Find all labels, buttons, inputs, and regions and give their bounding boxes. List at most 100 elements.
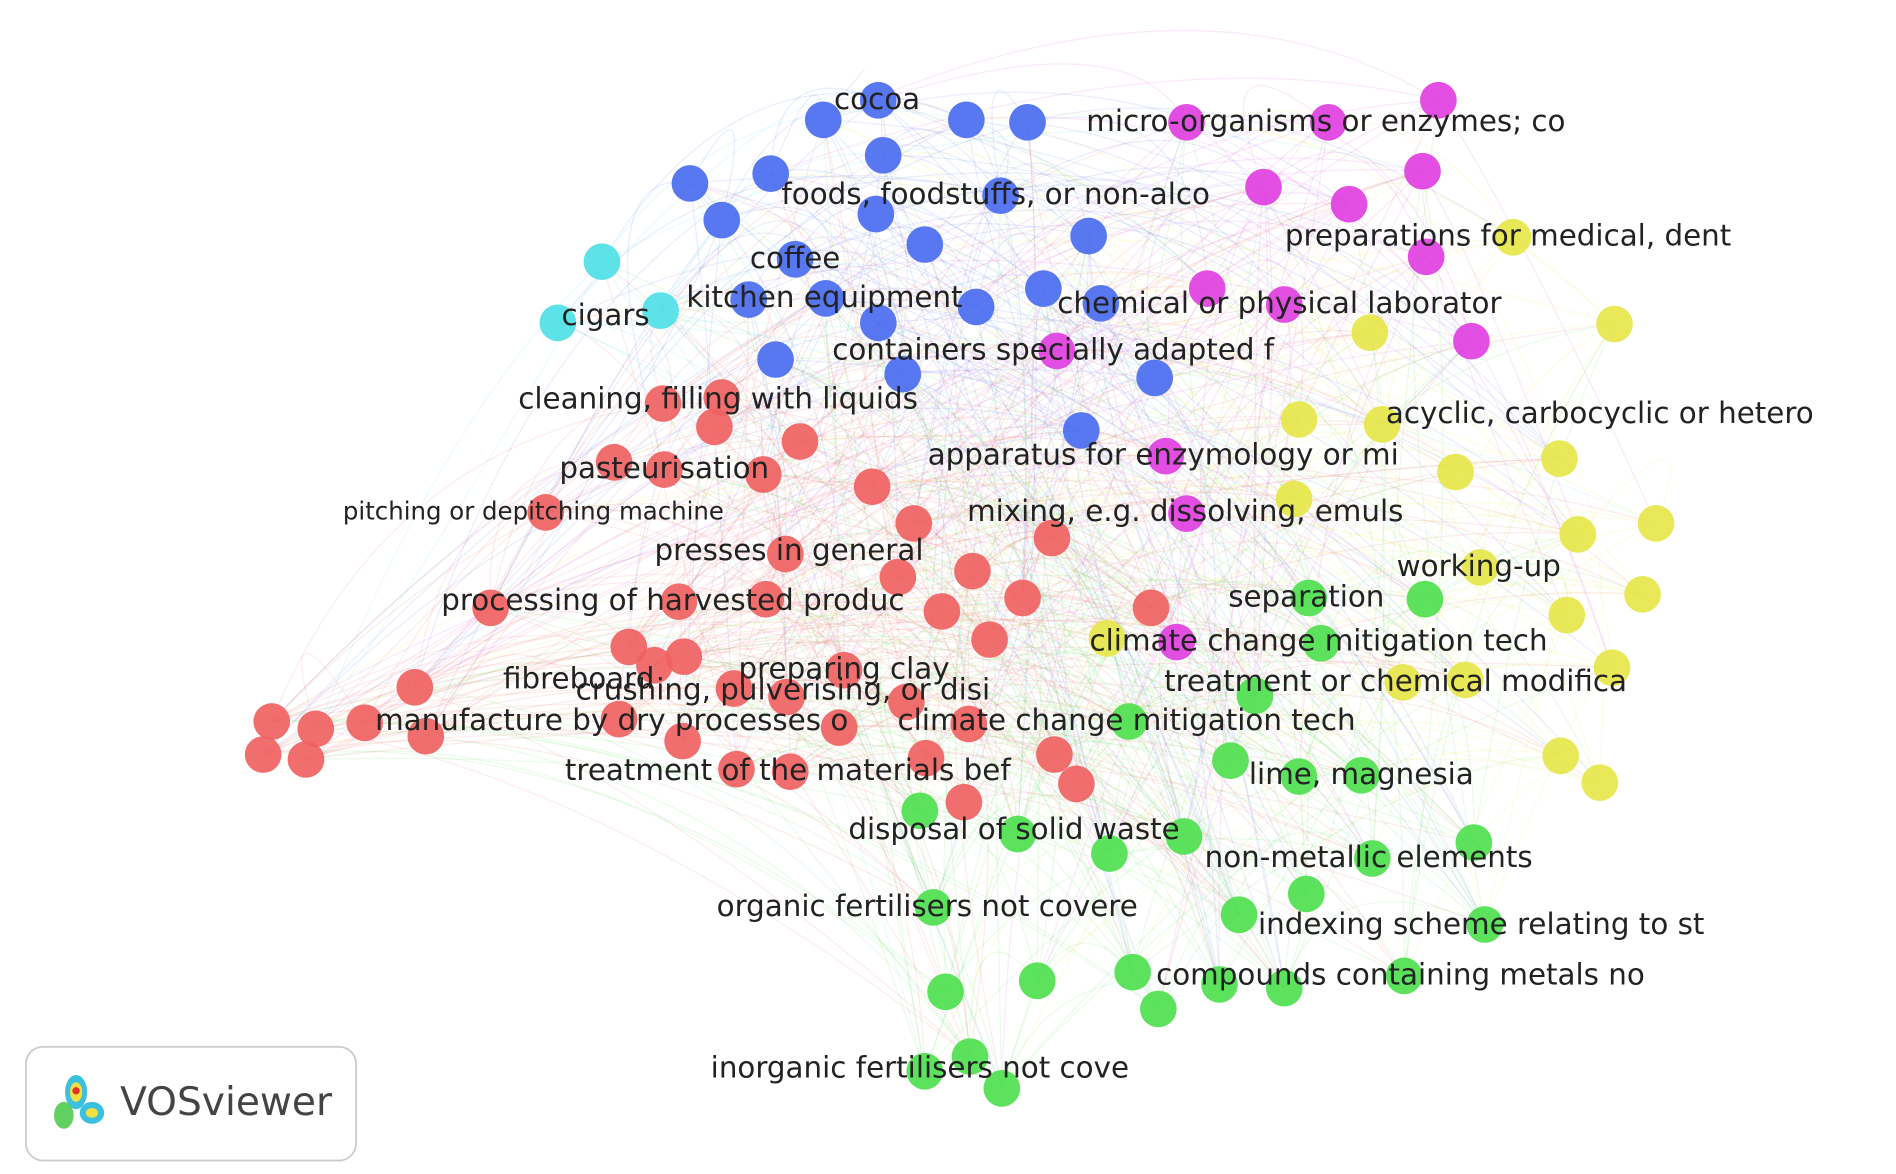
edge — [989, 340, 1472, 641]
edge — [1298, 643, 1613, 777]
edge — [618, 303, 1285, 720]
node — [1168, 495, 1205, 532]
edge — [736, 766, 1405, 977]
edge — [762, 473, 1159, 1010]
node — [1165, 818, 1203, 855]
node-label: pasteurisation — [559, 451, 769, 485]
edge — [905, 332, 1371, 703]
node — [1385, 957, 1423, 995]
edge — [364, 461, 615, 724]
edge — [683, 656, 1240, 916]
edge — [1100, 303, 1285, 989]
node — [1265, 969, 1303, 1007]
edge — [689, 129, 736, 221]
edge — [838, 605, 1152, 729]
edge — [557, 91, 879, 324]
edge — [557, 314, 674, 470]
edge — [1001, 679, 1466, 1089]
edge — [490, 607, 934, 908]
edge — [1051, 537, 1373, 859]
edge — [414, 635, 1256, 697]
edge — [878, 99, 1481, 568]
node — [907, 739, 945, 777]
node — [730, 281, 768, 318]
edge — [1017, 340, 1472, 835]
edge — [1036, 537, 1067, 981]
node — [1455, 824, 1493, 861]
edge — [1283, 900, 1486, 989]
edge — [601, 261, 1362, 776]
node — [1461, 549, 1499, 586]
edge — [557, 320, 1657, 524]
edge — [618, 707, 1475, 844]
node — [906, 226, 944, 263]
edge — [689, 182, 1167, 457]
edge — [1473, 323, 1616, 843]
edge — [618, 170, 1423, 720]
edge — [364, 722, 1486, 926]
edge — [1437, 99, 1657, 524]
edge — [994, 195, 1003, 1089]
edge — [1298, 661, 1613, 777]
edge — [1218, 755, 1561, 985]
edge — [1022, 597, 1486, 925]
edge — [838, 498, 1295, 729]
node-label: non-metallic elements — [1205, 840, 1533, 874]
edge — [1412, 171, 1486, 925]
edge — [786, 454, 1166, 698]
edge — [748, 299, 788, 698]
edge — [786, 416, 1300, 698]
edge — [1080, 430, 1285, 989]
edge — [1042, 288, 1111, 854]
edge — [733, 472, 873, 689]
node — [472, 589, 509, 627]
edge — [1146, 184, 1264, 378]
node — [982, 177, 1019, 215]
edge — [989, 586, 1404, 683]
edge — [414, 461, 615, 688]
node-label: working-up — [1397, 549, 1561, 583]
node — [771, 753, 809, 791]
edge — [301, 652, 366, 730]
edge — [875, 213, 1475, 843]
node — [767, 535, 804, 573]
node — [1275, 480, 1313, 518]
edge — [1051, 537, 1405, 977]
edge — [1283, 269, 1338, 420]
edge — [714, 400, 899, 578]
edge — [557, 305, 1560, 460]
node — [1404, 152, 1441, 190]
edge — [878, 63, 1188, 123]
edge — [735, 322, 879, 770]
edge — [1132, 614, 1567, 973]
node — [957, 288, 995, 326]
node — [1132, 589, 1170, 627]
edge — [843, 623, 970, 725]
edge — [1108, 773, 1197, 854]
edge — [678, 186, 1264, 603]
node — [1593, 649, 1631, 687]
node — [1110, 703, 1148, 740]
edge — [545, 472, 943, 612]
edge — [1106, 513, 1657, 639]
edge — [765, 100, 883, 600]
edge — [1051, 512, 1481, 569]
node — [1091, 835, 1128, 872]
edge — [882, 155, 1110, 854]
node — [888, 683, 925, 721]
node — [1082, 284, 1120, 322]
node-label: treatment or chemical modifica — [1164, 664, 1627, 698]
edge — [1348, 204, 1404, 683]
edge — [897, 170, 1423, 578]
edge — [786, 571, 943, 698]
node — [820, 709, 858, 746]
edge — [975, 170, 1350, 308]
edge — [414, 426, 1082, 688]
edge — [784, 497, 1152, 609]
edge — [1026, 122, 1152, 608]
node — [645, 451, 683, 488]
logo[interactable]: VOSviewer — [25, 1045, 358, 1162]
edge — [490, 401, 664, 608]
edge — [878, 322, 1475, 843]
edge — [924, 162, 1090, 245]
